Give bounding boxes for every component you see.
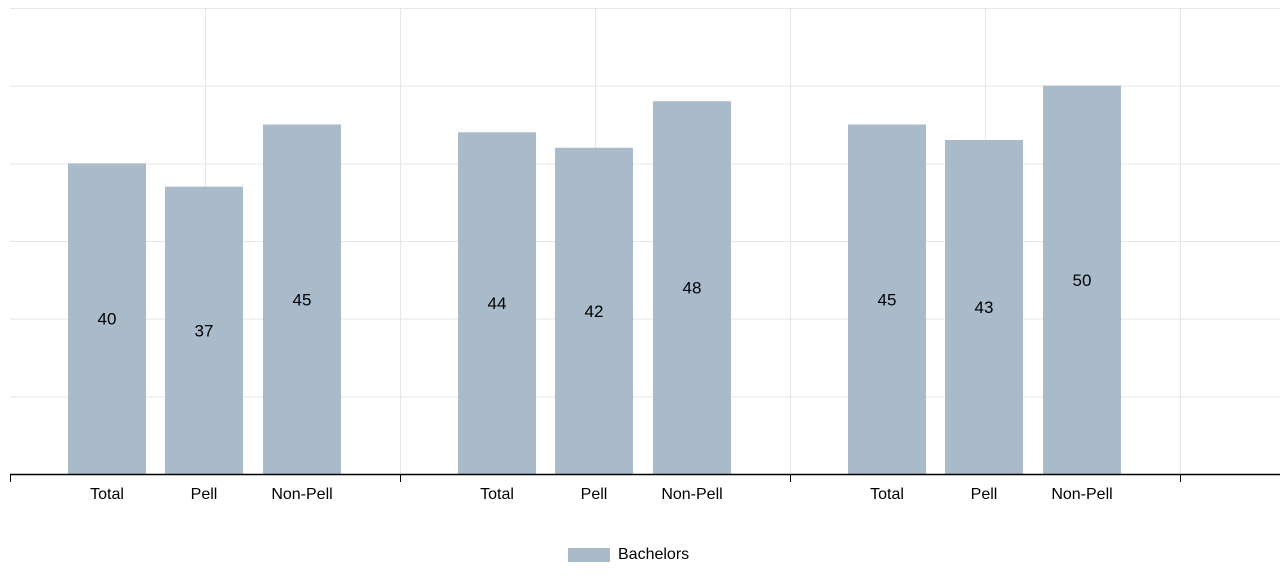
bar (165, 186, 243, 474)
x-axis: Total Pell Non-Pell Total Pell Non-Pell Total P… (10, 473, 1280, 503)
x-tick-label: Non-Pell (271, 486, 332, 503)
bar (458, 132, 536, 474)
x-tick-label: Total (870, 486, 904, 503)
legend-swatch (568, 548, 610, 562)
bar (263, 124, 341, 474)
bar (653, 101, 731, 474)
bar (1043, 85, 1121, 475)
legend-label: Bachelors (618, 546, 690, 563)
bar (945, 140, 1023, 475)
x-tick-label: Pell (191, 486, 218, 503)
x-tick-label: Pell (581, 486, 608, 503)
data-labels: 40 37 45 44 42 48 45 43 50 (98, 271, 1092, 340)
data-label: 45 (293, 290, 312, 309)
legend: Bachelors (568, 546, 689, 564)
data-label: 45 (878, 290, 897, 309)
x-tick-label: Total (480, 486, 514, 503)
bar (848, 124, 926, 474)
data-label: 40 (98, 310, 117, 329)
x-tick-label: Total (90, 486, 124, 503)
x-tick-label: Pell (971, 486, 998, 503)
bars (68, 85, 1121, 475)
data-label: 37 (195, 321, 214, 340)
x-tick-label: Non-Pell (1051, 486, 1112, 503)
x-tick-label: Non-Pell (661, 486, 722, 503)
data-label: 42 (585, 302, 604, 321)
data-label: 50 (1073, 271, 1092, 290)
bar (555, 147, 633, 475)
data-label: 43 (975, 298, 994, 317)
data-label: 44 (488, 294, 507, 313)
bar (68, 163, 146, 475)
data-label: 48 (683, 279, 702, 298)
